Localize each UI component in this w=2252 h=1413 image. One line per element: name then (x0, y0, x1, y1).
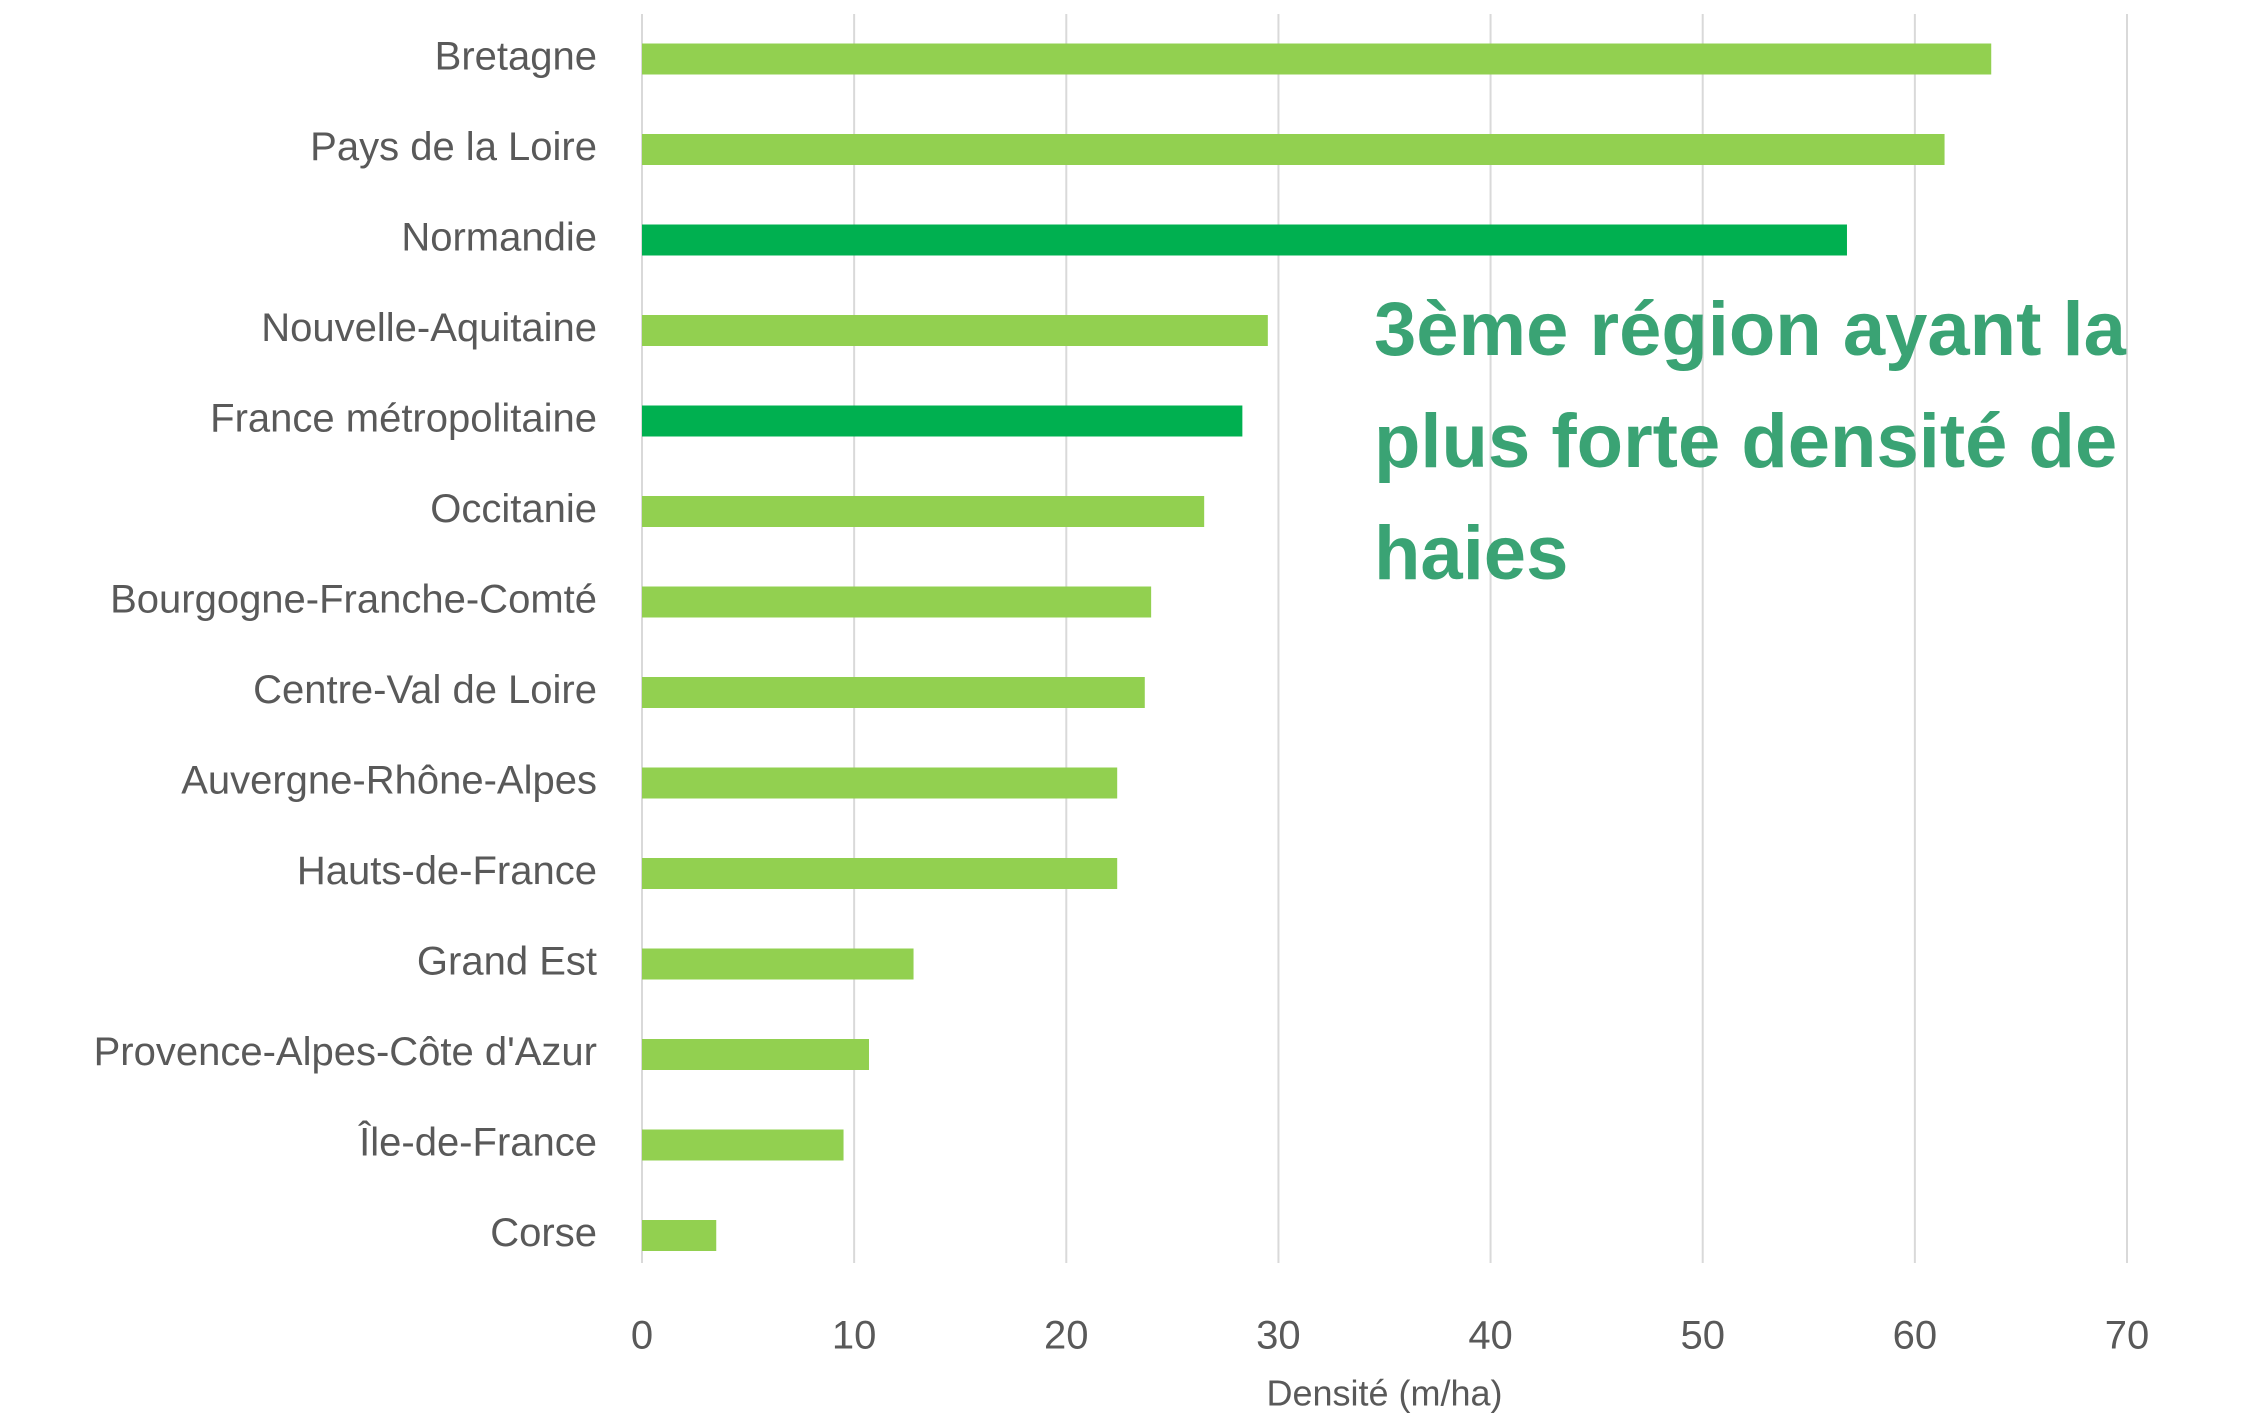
x-tick-label: 70 (2105, 1314, 2150, 1358)
annotation: 3ème région ayant la (1374, 287, 2127, 372)
x-tick-label: 0 (631, 1314, 653, 1358)
bar (642, 1129, 844, 1161)
x-tick-label: 50 (1680, 1314, 1725, 1358)
bar (642, 315, 1268, 346)
annotation: haies (1374, 511, 1568, 596)
y-tick-label: Centre-Val de Loire (253, 668, 597, 712)
bar (642, 767, 1118, 799)
x-tick-label: 10 (832, 1314, 877, 1358)
y-tick-label: Bourgogne-Franche-Comté (110, 578, 597, 622)
bar (642, 1220, 717, 1251)
x-tick-label: 40 (1468, 1314, 1513, 1358)
y-tick-label: Nouvelle-Aquitaine (261, 306, 597, 350)
bar (642, 496, 1205, 527)
bar (642, 586, 1152, 618)
y-tick-label: Bretagne (435, 35, 597, 79)
x-axis-title: Densité (m/ha) (1266, 1373, 1502, 1413)
bar (642, 1039, 869, 1070)
bar (642, 43, 1992, 75)
bar (642, 677, 1145, 708)
x-tick-label: 20 (1044, 1314, 1089, 1358)
y-tick-label: Île-de-France (358, 1120, 597, 1165)
bar (642, 948, 914, 980)
y-tick-label: Occitanie (430, 487, 597, 531)
y-tick-label: Corse (490, 1211, 597, 1255)
y-tick-label: Pays de la Loire (310, 125, 597, 169)
x-tick-label: 60 (1893, 1314, 1938, 1358)
y-tick-label: Provence-Alpes-Côte d'Azur (94, 1030, 597, 1074)
bar (642, 224, 1847, 256)
y-tick-label: Hauts-de-France (297, 849, 597, 893)
bar (642, 134, 1945, 165)
y-tick-label: Auvergne-Rhône-Alpes (181, 759, 597, 803)
y-tick-label: Grand Est (417, 940, 597, 984)
annotation: plus forte densité de (1374, 399, 2117, 484)
bar (642, 405, 1243, 437)
y-tick-label: Normandie (401, 216, 597, 260)
x-tick-label: 30 (1256, 1314, 1301, 1358)
bar (642, 858, 1118, 889)
y-tick-label: France métropolitaine (210, 397, 597, 441)
